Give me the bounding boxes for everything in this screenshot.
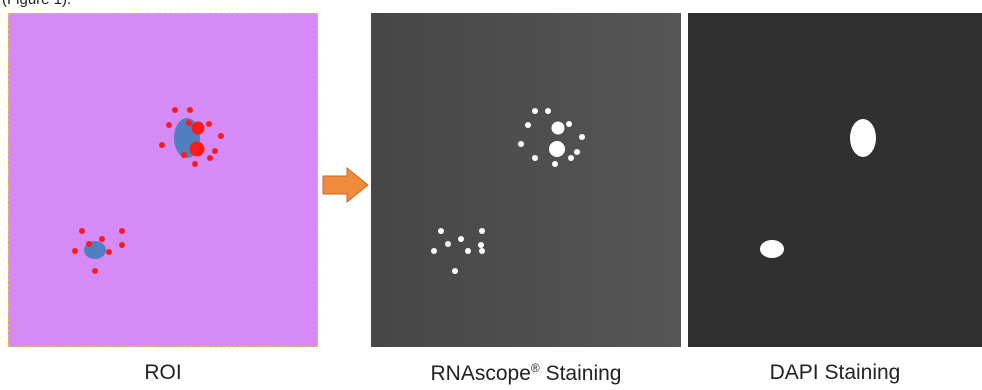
header-fragment: (Figure 1). bbox=[2, 0, 71, 8]
rna-signal-dot bbox=[552, 161, 558, 167]
right-arrow-icon bbox=[322, 166, 370, 208]
rna-signal-dot bbox=[478, 242, 484, 248]
rna-signal-dot bbox=[452, 268, 458, 274]
roi-rna-dot bbox=[159, 142, 165, 148]
roi-rna-dot bbox=[99, 236, 105, 242]
roi-rna-dot bbox=[191, 121, 205, 135]
dapi-illustration bbox=[760, 119, 876, 258]
roi-rna-dot bbox=[186, 120, 192, 126]
rna-signal-dot bbox=[574, 149, 580, 155]
roi-rna-dot bbox=[187, 107, 193, 113]
roi-rna-dot bbox=[181, 152, 187, 158]
rna-signal-dot bbox=[479, 228, 485, 234]
caption-roi: ROI bbox=[144, 361, 182, 384]
rna-signal-dot bbox=[568, 155, 574, 161]
roi-rna-dot bbox=[212, 148, 218, 154]
roi-rna-dot bbox=[72, 248, 78, 254]
rna-signal-dot bbox=[579, 134, 585, 140]
dapi-nucleus-upper bbox=[850, 119, 876, 157]
roi-rna-dot bbox=[207, 155, 213, 161]
rna-signal-dot bbox=[532, 155, 538, 161]
roi-rna-dot bbox=[192, 161, 198, 167]
rna-signal-dot bbox=[438, 228, 444, 234]
caption-dapi: DAPI Staining bbox=[769, 361, 901, 384]
registered-mark: ® bbox=[530, 361, 540, 375]
rna-signal-dot bbox=[551, 121, 565, 135]
rna-signal-dot bbox=[532, 108, 538, 114]
rna-signal-dot bbox=[525, 122, 531, 128]
rna-signal-dot bbox=[445, 241, 451, 247]
rna-signal-dot bbox=[479, 248, 485, 254]
roi-rna-dot bbox=[218, 133, 224, 139]
caption-rnascope-name: RNAscope bbox=[430, 362, 531, 385]
roi-rna-dot bbox=[206, 121, 212, 127]
rnascope-panel bbox=[371, 13, 681, 347]
roi-rna-dot bbox=[189, 141, 205, 157]
roi-rna-dot bbox=[92, 268, 98, 274]
rna-signal-dot bbox=[549, 141, 565, 157]
rna-signal-dot bbox=[566, 121, 572, 127]
rna-signal-dot bbox=[465, 248, 471, 254]
dapi-panel bbox=[688, 13, 982, 347]
roi-rna-dot bbox=[106, 249, 112, 255]
roi-rna-dot bbox=[119, 242, 125, 248]
roi-cell-lower bbox=[72, 228, 125, 274]
roi-illustration bbox=[72, 107, 224, 274]
caption-rnascope-suffix: Staining bbox=[539, 362, 622, 385]
roi-panel bbox=[8, 13, 318, 347]
roi-rna-dot bbox=[79, 228, 85, 234]
rna-signal-dot bbox=[458, 236, 464, 242]
roi-rna-dot bbox=[86, 241, 92, 247]
dapi-nucleus-lower bbox=[760, 240, 784, 258]
roi-cell-upper bbox=[159, 107, 224, 167]
rna-signal-dot bbox=[518, 141, 524, 147]
roi-rna-dot bbox=[119, 228, 125, 234]
rna-signal-dot bbox=[431, 248, 437, 254]
caption-rnascope: RNAscope® Staining bbox=[371, 361, 681, 386]
rna-signal-dot bbox=[545, 108, 551, 114]
rnascope-illustration bbox=[431, 108, 585, 274]
roi-rna-dot bbox=[172, 107, 178, 113]
roi-rna-dot bbox=[166, 122, 172, 128]
